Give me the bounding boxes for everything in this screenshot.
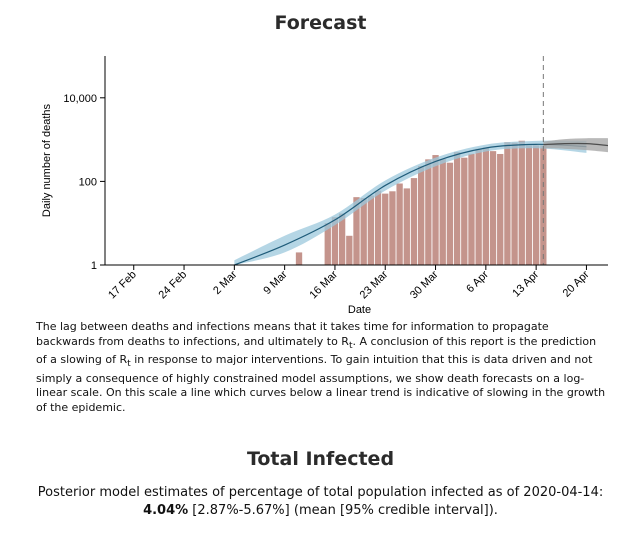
summary-line1: Posterior model estimates of percentage … [37,485,604,500]
bar-23 [295,252,303,265]
caption-part1: The lag between deaths and infections me… [36,320,549,348]
bar-31 [353,197,360,265]
infected-summary: Posterior model estimates of percentage … [0,484,641,520]
bar-27 [324,223,331,265]
x-tick-label: 13 Apr [510,268,541,299]
bar-49 [482,147,490,265]
x-tick-label: 16 Mar [307,268,340,301]
bar-48 [475,148,482,265]
summary-line2: 4.04% [2.87%-5.67%] (mean [95% credible … [0,502,641,520]
bar-33 [367,195,375,265]
bar-30 [346,235,353,265]
bar-52 [504,142,511,265]
forecast-title: Forecast [274,12,367,34]
chart-caption: The lag between deaths and infections me… [36,320,608,415]
y-axis-label: Daily number of deaths [41,103,53,217]
bar-56 [532,145,540,265]
forecast-credible-band [543,138,608,153]
bar-35 [382,193,389,265]
x-tick-label: 9 Mar [261,268,290,297]
summary-interval: [2.87%-5.67%] (mean [95% credible interv… [188,503,498,518]
x-tick-label: 17 Feb [106,269,139,302]
y-tick-label: 1 [91,260,97,272]
bar-55 [525,145,533,265]
x-tick-label: 2 Mar [211,268,240,297]
bar-43 [439,158,446,265]
bar-29 [338,213,346,265]
x-tick-label: 24 Feb [156,269,189,302]
total-infected-title: Total Infected [246,448,395,470]
fit-credible-band [234,140,587,265]
bars-group [295,140,547,265]
bar-32 [360,198,367,265]
x-axis-label: Date [348,304,371,316]
bar-28 [331,217,339,265]
y-tick-label: 10,000 [63,93,97,105]
bar-36 [389,191,396,265]
bar-34 [374,190,382,265]
bar-54 [518,140,525,265]
x-tick-label: 6 Apr [464,268,491,295]
bar-37 [396,183,403,265]
bar-57 [540,145,547,265]
bar-41 [425,159,432,265]
bar-38 [403,188,410,265]
fit-mean-line [234,143,587,265]
bar-45 [453,152,461,265]
bar-53 [511,142,518,265]
bar-51 [497,153,504,265]
x-tick-label: 30 Mar [408,268,441,301]
bar-42 [432,155,439,265]
caption-sub2: t [127,358,131,370]
bar-50 [489,151,497,265]
bar-47 [468,153,475,265]
x-tick-label: 23 Mar [358,268,391,301]
x-tick-label: 20 Apr [561,268,592,299]
forecast-chart: 1 100 10,000 17 Feb 24 Feb 2 Mar 9 Mar 16 Mar 23… [41,56,608,316]
bar-40 [418,166,425,265]
fit-group [234,140,587,265]
caption-part3: in response to major interventions. To g… [36,353,606,414]
summary-estimate: 4.04% [143,503,189,518]
y-tick-label: 100 [79,176,97,188]
bar-44 [446,162,454,265]
bar-39 [410,178,418,265]
forecast-mean-line [543,142,608,147]
bar-46 [461,157,468,265]
forecast-group [542,56,608,265]
caption-sub1: t [348,339,353,351]
caption-part2: . A conclusion of this report is the pre… [36,334,597,367]
